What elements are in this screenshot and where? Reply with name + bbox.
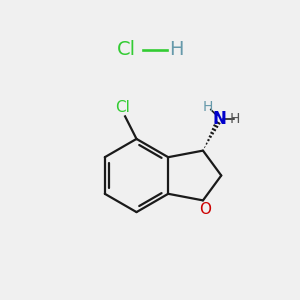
Text: Cl: Cl — [115, 100, 130, 116]
Text: N: N — [212, 110, 226, 128]
Text: Cl: Cl — [117, 40, 136, 59]
Text: H: H — [169, 40, 184, 59]
Text: H: H — [203, 100, 213, 113]
Text: H: H — [230, 112, 240, 126]
Text: O: O — [200, 202, 211, 217]
